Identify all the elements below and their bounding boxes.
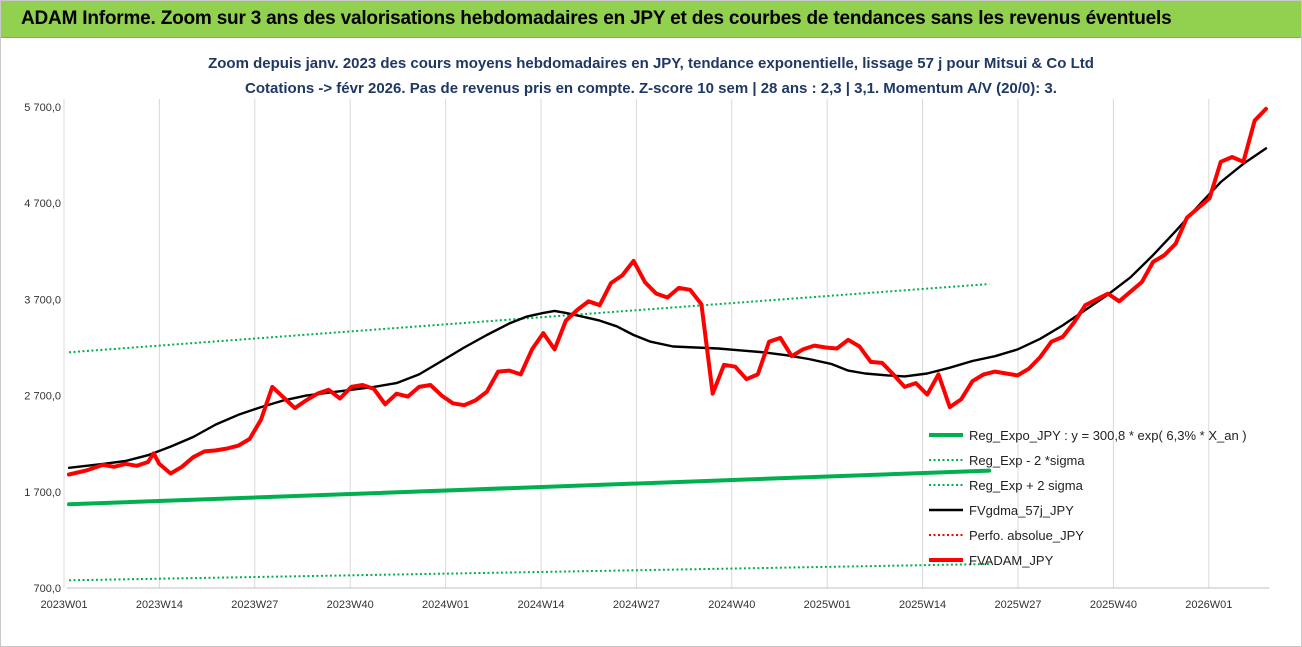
y-tick-label: 3 700,0 xyxy=(24,294,61,306)
series-line-5 xyxy=(67,106,1268,477)
y-tick-label: 2 700,0 xyxy=(24,391,61,403)
report-banner-title: ADAM Informe. Zoom sur 3 ans des valoris… xyxy=(21,8,1172,29)
axes: 2023W01 2023W14 2023W27 2023W40 2024W01 2024W… xyxy=(24,102,1269,611)
legend: Reg_Expo_JPY : y = 300,8 * exp( 6,3% * X… xyxy=(929,428,1247,568)
x-tick-label: 2023W01 xyxy=(40,599,87,611)
x-tick-label: 2023W14 xyxy=(136,599,183,611)
x-tick-label: 2024W40 xyxy=(708,599,755,611)
x-tick-label: 2024W01 xyxy=(422,599,469,611)
y-tick-label: 700,0 xyxy=(33,583,61,595)
x-tick-label: 2024W27 xyxy=(613,599,660,611)
y-tick-label: 4 700,0 xyxy=(24,198,61,210)
series-line-3 xyxy=(67,147,1268,469)
chart-title-line-1: Zoom depuis janv. 2023 des cours moyens … xyxy=(208,55,1094,72)
x-tick-label: 2024W14 xyxy=(517,599,564,611)
series-line-0 xyxy=(67,468,992,507)
chart-title-line-2: Cotations -> févr 2026. Pas de revenus p… xyxy=(245,80,1057,97)
series-line-2 xyxy=(68,283,990,354)
series-line-1 xyxy=(68,563,990,582)
chart-title: Zoom depuis janv. 2023 des cours moyens … xyxy=(1,51,1301,101)
x-tick-label: 2023W27 xyxy=(231,599,278,611)
legend-label: FVgdma_57j_JPY xyxy=(969,503,1074,518)
legend-label: FVADAM_JPY xyxy=(969,553,1054,568)
x-tick-label: 2023W40 xyxy=(327,599,374,611)
y-tick-label: 1 700,0 xyxy=(24,487,61,499)
report-banner: ADAM Informe. Zoom sur 3 ans des valoris… xyxy=(1,1,1301,38)
x-tick-label: 2025W01 xyxy=(804,599,851,611)
legend-label: Perfo. absolue_JPY xyxy=(969,528,1084,543)
x-tick-label: 2026W01 xyxy=(1185,599,1232,611)
vertical-gridlines xyxy=(63,99,1210,588)
x-tick-label: 2025W27 xyxy=(994,599,1041,611)
legend-label: Reg_Exp + 2 sigma xyxy=(969,478,1084,493)
x-tick-label: 2025W40 xyxy=(1090,599,1137,611)
x-tick-label: 2025W14 xyxy=(899,599,946,611)
y-tick-label: 5 700,0 xyxy=(24,102,61,114)
legend-label: Reg_Expo_JPY : y = 300,8 * exp( 6,3% * X… xyxy=(969,428,1247,443)
legend-label: Reg_Exp - 2 *sigma xyxy=(969,453,1085,468)
series-lines xyxy=(67,106,1268,582)
